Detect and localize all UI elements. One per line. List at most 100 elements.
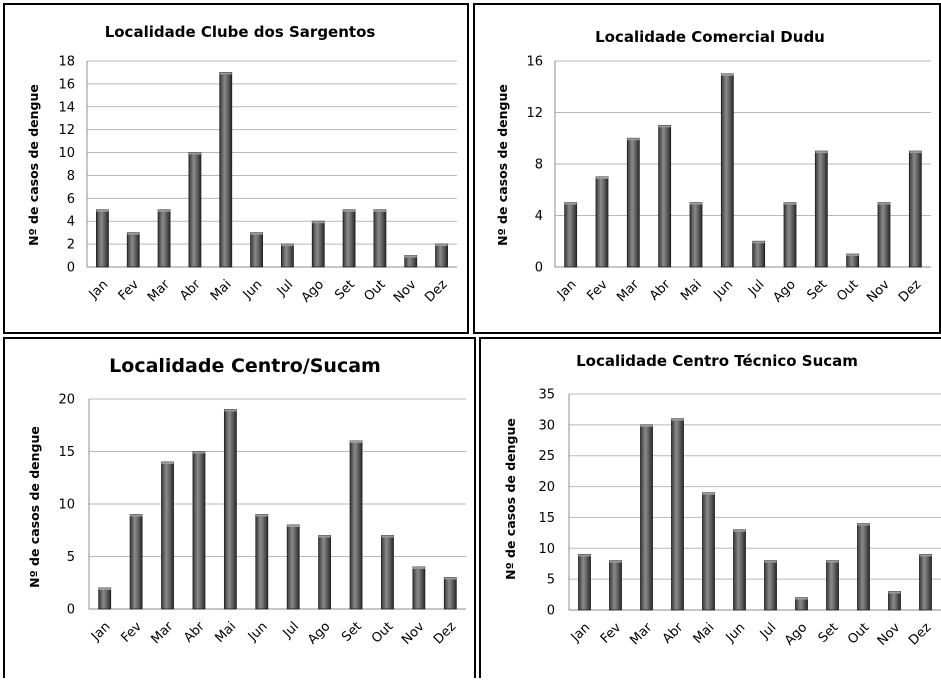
- x-tick-label: Mar: [614, 277, 642, 305]
- x-tick-label: Abr: [181, 619, 208, 646]
- bar-cap: [826, 560, 839, 563]
- x-tick-label: Out: [845, 620, 872, 647]
- bar-dez: [443, 577, 457, 610]
- x-tick-label: Jun: [710, 277, 736, 303]
- y-tick-label: 4: [535, 209, 543, 224]
- x-tick-label: Nov: [391, 277, 420, 306]
- bar-cap: [188, 152, 201, 155]
- y-tick-label: 16: [526, 55, 543, 70]
- bar-cap: [564, 202, 577, 205]
- x-tick-label: Set: [804, 277, 830, 303]
- x-tick-label: Abr: [177, 277, 204, 304]
- x-tick-label: Jun: [245, 619, 271, 645]
- bar-cap: [596, 176, 608, 179]
- bar-jul: [286, 524, 300, 610]
- x-tick-label: Mai: [691, 620, 718, 647]
- bar-jan: [564, 202, 578, 268]
- bar-out: [373, 209, 387, 268]
- x-tick-label: Jan: [88, 619, 113, 644]
- bar-jun: [720, 73, 734, 268]
- bar-cap: [98, 588, 111, 590]
- chart-svg-comercial-dudu: Localidade Comercial Dudu 0 4 8 12 16 Nº de ca…: [495, 28, 931, 306]
- y-tick-label: 6: [67, 192, 75, 207]
- x-tick-label: Jan: [568, 620, 593, 645]
- y-tick-label: 5: [67, 550, 75, 565]
- bar-abr: [192, 451, 206, 610]
- bar-cap: [219, 72, 232, 75]
- bar-cap: [381, 535, 394, 538]
- bar-mai: [223, 409, 237, 610]
- x-tick-label: Out: [834, 277, 861, 304]
- bar-mai: [219, 72, 233, 268]
- bar-cap: [609, 560, 622, 563]
- y-tick-label: 0: [547, 604, 555, 619]
- bar-cap: [444, 577, 457, 580]
- y-tick-label: 10: [538, 542, 555, 557]
- y-tick-label: 2: [67, 238, 75, 253]
- x-tick-label: Nov: [875, 620, 904, 649]
- x-tick-label: Jul: [745, 277, 767, 299]
- y-tick-label: 35: [538, 388, 555, 403]
- x-tick-label: Mai: [678, 277, 705, 304]
- bar-cap: [312, 221, 325, 224]
- bar-dez: [908, 150, 922, 268]
- bar-cap: [671, 418, 684, 421]
- chart-svg-centro-tecnico-sucam: Localidade Centro Técnico Sucam 0 5 10 15 20 2…: [503, 352, 941, 649]
- y-axis-label: Nº de casos de dengue: [27, 426, 42, 588]
- x-tick-label: Nov: [399, 619, 428, 648]
- bar-fev: [595, 176, 609, 268]
- x-tick-label: Abr: [647, 277, 674, 304]
- bar-fev: [609, 560, 622, 611]
- y-tick-label: 20: [58, 393, 75, 408]
- bar-fev: [129, 514, 143, 610]
- y-tick-label: 0: [535, 261, 543, 276]
- bar-cap: [287, 525, 300, 527]
- bar-jun: [250, 232, 263, 268]
- chart-panel-centro-sucam: Localidade Centro/Sucam 0 5 10 15 20 Nº de cas…: [3, 337, 476, 678]
- bar-jul: [764, 560, 777, 611]
- y-tick-label: 8: [67, 169, 75, 184]
- bar-set: [814, 150, 828, 268]
- bar-cap: [878, 202, 890, 205]
- bar-cap: [412, 567, 425, 569]
- bar-abr: [658, 124, 672, 268]
- bar-jul: [281, 243, 294, 268]
- bar-cap: [96, 209, 109, 212]
- chart-panel-centro-tecnico-sucam: Localidade Centro Técnico Sucam 0 5 10 15 20 2…: [479, 337, 941, 678]
- x-tick-label: Ago: [782, 620, 810, 648]
- x-tick-label: Set: [332, 277, 358, 303]
- bar-cap: [702, 492, 715, 495]
- bar-nov: [888, 591, 901, 611]
- bar-out: [381, 535, 394, 610]
- x-tick-label: Fev: [584, 277, 611, 304]
- y-tick-label: 0: [67, 261, 75, 276]
- y-tick-label: 15: [58, 445, 75, 460]
- bar-jun: [733, 529, 746, 611]
- y-tick-label: 25: [538, 449, 555, 464]
- y-tick-label: 20: [538, 480, 555, 495]
- x-tick-label: Jun: [240, 277, 266, 303]
- x-tick-label: Ago: [770, 277, 798, 305]
- bar-cap: [350, 441, 363, 443]
- bar-cap: [130, 514, 143, 517]
- x-tick-label: Dez: [431, 619, 459, 647]
- y-tick-label: 12: [58, 123, 75, 138]
- bar-mar: [157, 209, 171, 268]
- bar-cap: [250, 232, 263, 235]
- bar-set: [349, 440, 363, 610]
- x-tick-label: Dez: [422, 277, 450, 305]
- bar-mar: [640, 424, 653, 611]
- bar-cap: [224, 409, 237, 412]
- bar-cap: [752, 241, 765, 244]
- bar-cap: [373, 209, 386, 212]
- x-tick-label: Fev: [116, 277, 143, 304]
- bar-jul: [752, 240, 766, 268]
- bar-cap: [343, 209, 356, 212]
- bar-cap: [846, 254, 859, 257]
- y-tick-label: 18: [58, 55, 75, 70]
- bar-set: [342, 209, 356, 268]
- bar-cap: [627, 138, 640, 141]
- x-tick-label: Set: [816, 620, 842, 646]
- x-tick-label: Jul: [757, 620, 779, 642]
- bar-cap: [404, 255, 417, 258]
